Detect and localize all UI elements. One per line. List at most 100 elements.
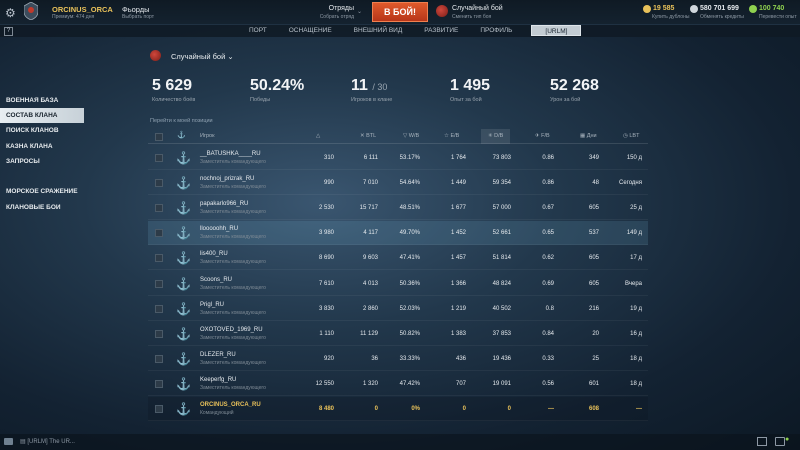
row-checkbox[interactable] (155, 354, 163, 363)
chevron-down-icon[interactable]: ⌄ (357, 9, 363, 15)
tab-equipment[interactable]: ОСНАЩЕНИЕ (288, 27, 332, 34)
exchange-credits-link[interactable]: Обменять кредиты (700, 14, 744, 20)
stat-battles: 5 629 Количество боёв (152, 77, 195, 103)
player-name[interactable]: DLEZER_RU (200, 351, 236, 358)
player-name[interactable]: Prigl_RU (200, 301, 225, 308)
select-all-checkbox[interactable] (155, 133, 163, 141)
column-days[interactable]: ▦ Дни (580, 133, 597, 139)
sidebar-item-requests[interactable]: ЗАПРОСЫ (6, 158, 40, 165)
buy-doubloons-link[interactable]: Купить дублоны (652, 14, 690, 20)
player-name[interactable]: ORCINUS_ORCA_RU (200, 402, 261, 408)
squad-label[interactable]: Отряды (328, 5, 354, 12)
player-role: Заместитель командующего (200, 384, 266, 391)
column-wb[interactable]: ▽ W/B (403, 133, 420, 139)
chat-window-icon[interactable] (775, 437, 785, 446)
cell-rating: 990 (323, 180, 334, 187)
window-restore-icon[interactable] (757, 437, 767, 446)
tab-appearance[interactable]: ВНЕШНИЙ ВИД (353, 27, 403, 34)
cell-days-in-clan: 349 (588, 155, 599, 161)
rating-sort-icon[interactable]: △ (316, 133, 321, 139)
column-db[interactable]: ✳ D/B (481, 129, 511, 144)
battle-mode-name[interactable]: Случайный бой (452, 5, 503, 12)
row-checkbox[interactable] (155, 154, 163, 162)
column-lbt[interactable]: ◷ LBT (623, 133, 640, 139)
cell-xp-per-battle: 1 383 (450, 330, 466, 337)
tab-port[interactable]: ПОРТ (249, 27, 267, 34)
star-icon: ☆ (444, 133, 449, 139)
player-name[interactable]: Keeperfg_RU (200, 376, 237, 383)
gear-icon[interactable]: ⚙ (5, 6, 16, 20)
cell-xp-per-battle: 707 (455, 380, 466, 387)
cell-xp-per-battle: 1 457 (450, 255, 466, 262)
battle-mode-change[interactable]: Сменить тип боя (452, 14, 492, 20)
player-name[interactable]: nochnoj_prizrak_RU (200, 176, 255, 183)
row-checkbox[interactable] (155, 379, 163, 388)
squad-sub[interactable]: Собрать отряд (319, 14, 354, 20)
help-icon[interactable]: ? (4, 27, 13, 36)
table-row[interactable]: ⚓ Scoons_RU Заместитель командующего 7 610 4… (148, 272, 648, 296)
battle-mode-icon[interactable] (436, 5, 448, 17)
tab-profile[interactable]: ПРОФИЛЬ (480, 27, 513, 34)
goto-my-position-link[interactable]: Перейти к моей позиции (150, 118, 213, 124)
table-row[interactable]: ⚓ Prigl_RU Заместитель командующего 3 830 2 … (148, 297, 648, 321)
table-row[interactable]: ⚓ lis400_RU Заместитель командующего 8 690 9… (148, 246, 648, 271)
row-checkbox[interactable] (155, 329, 163, 338)
chevron-down-icon[interactable]: ⌄ (227, 52, 234, 61)
player-role: Командующий (200, 410, 234, 416)
table-row[interactable]: ⚓ DLEZER_RU Заместитель командующего 920 36 3… (148, 347, 648, 371)
cell-days-in-clan: 48 (592, 180, 599, 187)
table-row[interactable]: ⚓ Keeperfg_RU Заместитель командующего 12 5… (148, 372, 648, 396)
sidebar-item-clan-search[interactable]: ПОИСК КЛАНОВ (6, 127, 59, 134)
row-checkbox[interactable] (155, 405, 163, 413)
player-name[interactable]: papakarlo966_RU (200, 201, 249, 208)
tab-development[interactable]: РАЗВИТИЕ (424, 27, 459, 34)
cell-battles: 0 (374, 406, 378, 412)
cell-damage-per-battle: 19 436 (492, 355, 511, 362)
sidebar-item-clan-treasury[interactable]: КАЗНА КЛАНА (6, 143, 53, 150)
player-name[interactable]: OXOTOVED_1969_RU (200, 326, 263, 333)
player-name[interactable]: ORCINUS_ORCA (52, 5, 113, 14)
player-name[interactable]: Scoons_RU (200, 276, 233, 283)
column-btl[interactable]: ✕ BTL (360, 133, 377, 139)
chat-icon[interactable] (4, 438, 13, 445)
column-player[interactable]: Игрок (200, 133, 215, 139)
player-name[interactable]: llooooohh_RU (200, 226, 239, 233)
player-name[interactable]: __BATUSHKA____RU (200, 151, 261, 157)
cell-win-rate: 53.17% (399, 155, 420, 161)
cell-frags-per-battle: 0.62 (542, 255, 554, 262)
sidebar-item-naval-battle[interactable]: МОРСКОЕ СРАЖЕНИЕ (6, 188, 78, 195)
table-row[interactable]: ⚓ ORCINUS_ORCA_RU Командующий 8 480 0 0% 0 0 — 60… (148, 397, 648, 421)
cell-win-rate: 0% (411, 406, 420, 412)
row-checkbox[interactable] (155, 254, 163, 263)
cell-last-battle: Вчера (625, 280, 642, 287)
row-checkbox[interactable] (155, 204, 163, 213)
column-fb[interactable]: ✈ F/B (535, 133, 550, 139)
column-eb[interactable]: ☆ E/B (444, 133, 460, 139)
table-row[interactable]: ⚓ __BATUSHKA____RU Заместитель командующег… (148, 146, 648, 170)
port-select-link[interactable]: Выбрать порт (122, 14, 154, 20)
clan-emblem-icon[interactable] (24, 2, 38, 20)
cell-frags-per-battle: 0.86 (542, 180, 554, 187)
row-checkbox[interactable] (155, 229, 163, 238)
role-sort-icon[interactable]: ⚓ (177, 132, 186, 139)
port-name[interactable]: Фьорды (122, 5, 150, 14)
sidebar-item-clan-members[interactable]: СОСТАВ КЛАНА (0, 108, 84, 123)
table-row[interactable]: ⚓ OXOTOVED_1969_RU Заместитель командующег… (148, 322, 648, 346)
cell-rating: 3 980 (318, 230, 334, 237)
row-checkbox[interactable] (155, 279, 163, 288)
sidebar-item-naval-base[interactable]: ВОЕННАЯ БАЗА (6, 97, 59, 104)
cell-last-battle: Сегодня (619, 180, 642, 187)
clan-chat-preview[interactable]: ▤ [URLM] The UR... (20, 439, 75, 445)
row-checkbox[interactable] (155, 304, 163, 313)
table-row[interactable]: ⚓ nochnoj_prizrak_RU Заместитель командующ… (148, 171, 648, 196)
battle-button[interactable]: В БОЙ! (372, 2, 428, 22)
row-checkbox[interactable] (155, 179, 163, 188)
stats-mode-label[interactable]: Случайный бой ⌄ (171, 52, 234, 61)
table-row[interactable]: ⚓ papakarlo966_RU Заместитель командующего… (148, 196, 648, 221)
table-row[interactable]: ⚓ llooooohh_RU Заместитель командующего 3 9… (148, 221, 648, 246)
transfer-xp-link[interactable]: Перевести опыт (759, 14, 797, 20)
player-name[interactable]: lis400_RU (200, 251, 228, 258)
tab-clan[interactable]: [URLM] (531, 25, 582, 36)
sidebar-item-clan-battles[interactable]: КЛАНОВЫЕ БОИ (6, 204, 61, 211)
cell-frags-per-battle: 0.65 (542, 230, 554, 237)
